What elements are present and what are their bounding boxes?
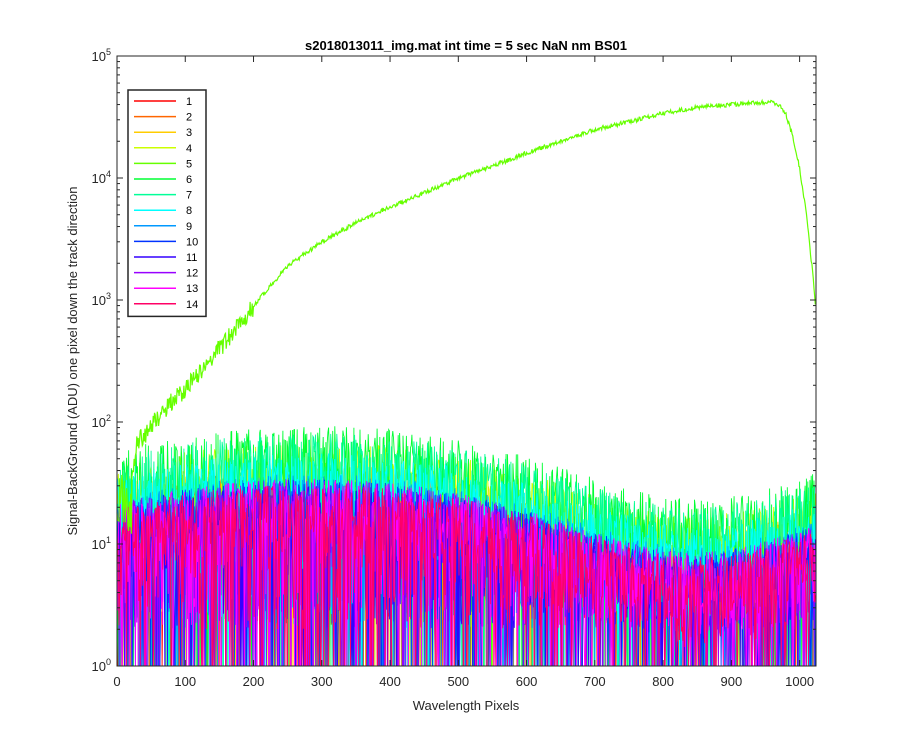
x-tick-label: 700 [584,674,606,689]
x-tick-label: 0 [113,674,120,689]
legend-label: 2 [186,112,192,124]
x-axis-label: Wavelength Pixels [413,698,520,713]
y-tick-label: 100 [92,657,111,674]
legend-label: 12 [186,268,198,280]
series-line-5 [116,98,816,534]
y-axis-label: Signal-BackGround (ADU) one pixel down t… [65,186,80,535]
x-tick-label: 100 [174,674,196,689]
series-line-14 [116,484,816,667]
x-tick-label: 600 [516,674,538,689]
legend-label: 9 [186,221,192,233]
legend-label: 4 [186,143,192,155]
legend-label: 13 [186,283,198,295]
x-tick-label: 300 [311,674,333,689]
legend-label: 3 [186,127,192,139]
plot-frame [116,55,817,667]
x-axis: 0 100 200 300 400 500 600 700 800 900 1000 [113,56,814,689]
y-tick-label: 105 [92,47,111,64]
x-tick-label: 200 [243,674,265,689]
y-tick-label: 103 [92,291,111,308]
legend-box [127,89,207,318]
legend-label: 8 [186,205,192,217]
x-tick-label: 900 [721,674,743,689]
y-tick-label: 104 [92,169,111,186]
chart-title: s2018013011_img.mat int time = 5 sec NaN… [305,38,627,53]
legend-label: 7 [186,190,192,202]
x-tick-label: 400 [379,674,401,689]
x-tick-label: 1000 [785,674,814,689]
legend-label: 6 [186,174,192,186]
legend-label: 5 [186,158,192,170]
x-tick-label: 500 [447,674,469,689]
y-tick-label: 102 [92,413,111,430]
legend-label: 10 [186,236,198,248]
series-layer [116,98,816,667]
y-tick-label: 101 [92,535,111,552]
legend-label: 14 [186,299,198,311]
x-tick-label: 800 [652,674,674,689]
legend-label: 1 [186,96,192,108]
legend-label: 11 [186,252,197,264]
